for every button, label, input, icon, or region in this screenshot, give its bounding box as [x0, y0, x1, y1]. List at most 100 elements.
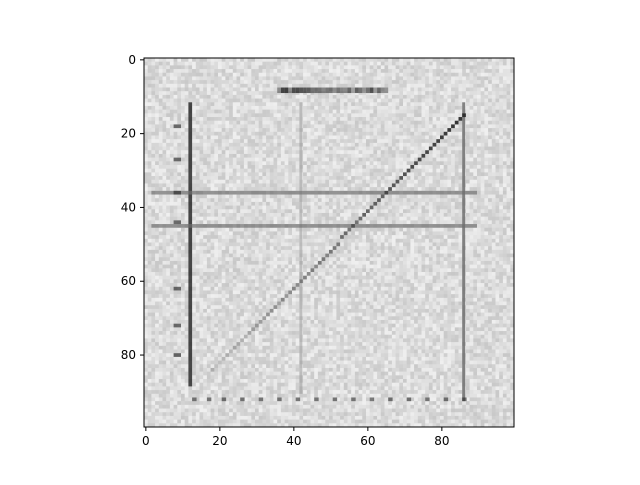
- noise-pixel: [203, 120, 208, 125]
- noise-pixel: [243, 220, 248, 225]
- noise-pixel: [369, 216, 374, 221]
- noise-pixel: [506, 139, 511, 144]
- noise-pixel: [336, 91, 341, 96]
- noise-pixel: [147, 198, 152, 203]
- noise-pixel: [358, 69, 363, 73]
- noise-pixel: [362, 161, 367, 166]
- noise-pixel: [495, 179, 500, 184]
- noise-pixel: [232, 61, 237, 66]
- noise-pixel: [395, 161, 400, 166]
- noise-pixel: [343, 98, 348, 103]
- noise-pixel: [414, 238, 418, 243]
- noise-pixel: [247, 209, 252, 214]
- noise-pixel: [262, 128, 267, 132]
- noise-pixel: [321, 139, 326, 144]
- noise-pixel: [343, 168, 348, 173]
- noise-pixel: [410, 109, 415, 114]
- noise-pixel: [380, 117, 385, 121]
- noise-pixel: [329, 183, 333, 188]
- noise-pixel: [484, 190, 489, 195]
- noise-pixel: [214, 176, 219, 180]
- noise-pixel: [277, 117, 282, 121]
- noise-pixel: [454, 194, 459, 199]
- noise-pixel: [428, 194, 433, 199]
- noise-pixel: [306, 238, 311, 243]
- noise-pixel: [273, 187, 278, 192]
- noise-pixel: [340, 216, 344, 221]
- noise-pixel: [210, 109, 215, 114]
- noise-pixel: [465, 168, 470, 173]
- noise-pixel: [317, 80, 322, 85]
- noise-pixel: [262, 235, 267, 240]
- noise-pixel: [502, 102, 507, 107]
- noise-pixel: [343, 161, 348, 166]
- noise-pixel: [366, 201, 370, 206]
- noise-pixel: [465, 179, 470, 184]
- noise-pixel: [151, 227, 156, 232]
- noise-pixel: [210, 98, 215, 103]
- noise-pixel: [417, 238, 422, 243]
- noise-pixel: [428, 168, 433, 173]
- noise-pixel: [277, 61, 282, 66]
- noise-pixel: [406, 179, 411, 184]
- noise-pixel: [192, 58, 196, 62]
- noise-pixel: [317, 98, 322, 103]
- noise-pixel: [280, 83, 285, 88]
- noise-pixel: [225, 83, 230, 88]
- noise-pixel: [203, 238, 208, 243]
- noise-pixel: [240, 231, 245, 236]
- noise-pixel: [151, 231, 156, 236]
- noise-pixel: [340, 153, 344, 158]
- noise-pixel: [440, 209, 444, 214]
- noise-pixel: [181, 212, 185, 217]
- noise-pixel: [480, 216, 485, 221]
- noise-pixel: [162, 153, 167, 158]
- noise-pixel: [206, 135, 211, 140]
- noise-pixel: [373, 205, 378, 210]
- noise-pixel: [199, 135, 204, 140]
- noise-pixel: [436, 113, 441, 118]
- noise-pixel: [440, 109, 444, 114]
- noise-pixel: [421, 212, 426, 217]
- noise-pixel: [288, 157, 293, 162]
- noise-pixel: [491, 216, 496, 221]
- noise-pixel: [229, 150, 233, 155]
- noise-pixel: [310, 150, 315, 155]
- noise-pixel: [232, 58, 237, 62]
- noise-pixel: [340, 183, 344, 188]
- noise-pixel: [277, 220, 282, 225]
- noise-pixel: [225, 80, 230, 85]
- noise-pixel: [266, 220, 270, 225]
- noise-pixel: [258, 231, 263, 236]
- noise-pixel: [362, 124, 367, 129]
- noise-pixel: [488, 69, 492, 73]
- noise-pixel: [181, 231, 185, 236]
- noise-pixel: [443, 135, 448, 140]
- noise-pixel: [155, 209, 159, 214]
- noise-pixel: [288, 146, 293, 151]
- noise-pixel: [399, 94, 404, 99]
- noise-pixel: [162, 194, 167, 199]
- noise-pixel: [292, 194, 296, 199]
- noise-pixel: [310, 128, 315, 132]
- noise-pixel: [351, 172, 356, 177]
- noise-pixel: [484, 91, 489, 96]
- noise-pixel: [206, 113, 211, 118]
- noise-pixel: [403, 212, 407, 217]
- noise-pixel: [432, 109, 437, 114]
- noise-pixel: [499, 117, 504, 121]
- noise-pixel: [166, 235, 171, 240]
- noise-pixel: [414, 201, 418, 206]
- noise-pixel: [336, 179, 341, 184]
- noise-pixel: [336, 113, 341, 118]
- noise-pixel: [240, 201, 245, 206]
- noise-pixel: [329, 69, 333, 73]
- noise-pixel: [447, 150, 452, 155]
- noise-pixel: [480, 161, 485, 166]
- noise-pixel: [502, 69, 507, 73]
- noise-pixel: [155, 69, 159, 73]
- noise-pixel: [451, 87, 455, 92]
- noise-pixel: [399, 72, 404, 77]
- noise-pixel: [347, 65, 352, 70]
- noise-pixel: [495, 109, 500, 114]
